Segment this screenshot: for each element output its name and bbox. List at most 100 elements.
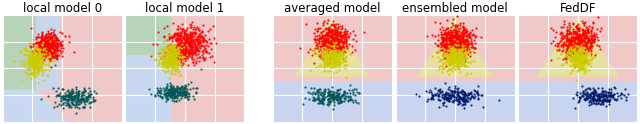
Point — [66, 90, 76, 92]
Point — [568, 23, 578, 25]
Point — [586, 37, 596, 39]
Point — [463, 94, 473, 96]
Point — [449, 35, 460, 37]
Point — [195, 35, 205, 37]
Point — [591, 95, 602, 97]
Point — [442, 41, 452, 43]
Point — [27, 61, 37, 63]
Point — [40, 48, 50, 50]
Point — [173, 99, 184, 101]
Point — [318, 39, 328, 41]
Point — [186, 41, 196, 43]
Point — [85, 96, 95, 98]
Point — [68, 98, 78, 100]
Point — [451, 58, 461, 60]
Point — [330, 53, 340, 55]
Point — [323, 55, 333, 57]
Point — [581, 32, 591, 34]
Point — [457, 39, 467, 41]
Point — [45, 49, 56, 51]
Point — [328, 94, 338, 96]
Point — [187, 48, 197, 50]
Point — [440, 57, 450, 59]
Point — [49, 56, 60, 58]
Point — [445, 48, 455, 50]
Point — [35, 41, 45, 43]
Point — [40, 37, 51, 39]
Point — [329, 41, 339, 43]
Point — [186, 43, 196, 45]
Point — [451, 46, 461, 48]
Point — [333, 31, 343, 33]
Point — [168, 91, 179, 93]
Point — [570, 61, 580, 63]
Point — [77, 91, 87, 93]
Point — [583, 93, 593, 95]
Point — [194, 46, 204, 48]
Point — [333, 42, 343, 44]
Point — [593, 16, 603, 18]
Point — [575, 39, 586, 41]
Point — [440, 96, 451, 98]
Point — [461, 51, 472, 53]
Point — [31, 49, 42, 51]
Point — [46, 42, 56, 44]
Point — [317, 50, 328, 52]
Point — [453, 87, 463, 89]
Point — [459, 96, 469, 98]
Point — [330, 41, 340, 43]
Point — [342, 33, 352, 35]
Point — [440, 94, 450, 96]
Point — [600, 90, 611, 92]
Point — [315, 58, 325, 60]
Point — [313, 27, 323, 29]
Point — [168, 46, 178, 48]
Point — [315, 45, 325, 47]
Point — [324, 52, 335, 54]
Point — [572, 43, 582, 45]
Point — [566, 51, 576, 53]
Point — [442, 59, 452, 61]
Point — [446, 68, 456, 70]
Point — [337, 94, 347, 96]
Point — [611, 99, 621, 101]
Point — [566, 46, 576, 48]
Point — [332, 60, 342, 62]
Point — [181, 95, 191, 97]
Point — [41, 53, 51, 55]
Point — [461, 98, 471, 100]
Point — [180, 39, 191, 41]
Point — [458, 103, 468, 105]
Point — [22, 67, 33, 69]
Point — [336, 35, 346, 37]
Point — [451, 33, 461, 35]
Point — [197, 37, 207, 39]
Point — [594, 95, 604, 97]
Point — [454, 101, 464, 103]
Point — [319, 93, 329, 95]
Point — [183, 98, 193, 100]
Point — [323, 56, 333, 58]
Point — [591, 52, 601, 54]
Point — [28, 62, 38, 64]
Point — [307, 93, 317, 95]
Point — [449, 31, 459, 33]
Point — [175, 86, 186, 88]
Point — [49, 49, 59, 51]
Point — [165, 94, 175, 96]
Point — [187, 47, 197, 49]
Point — [575, 36, 585, 38]
Point — [181, 93, 191, 95]
Point — [173, 58, 183, 60]
Point — [186, 47, 196, 49]
Point — [37, 53, 47, 55]
Point — [330, 27, 340, 29]
Point — [453, 92, 463, 94]
Point — [455, 50, 465, 52]
Point — [175, 55, 185, 57]
Point — [472, 92, 483, 94]
Point — [40, 55, 50, 57]
Point — [335, 56, 345, 58]
Point — [338, 42, 348, 44]
Point — [570, 56, 580, 58]
